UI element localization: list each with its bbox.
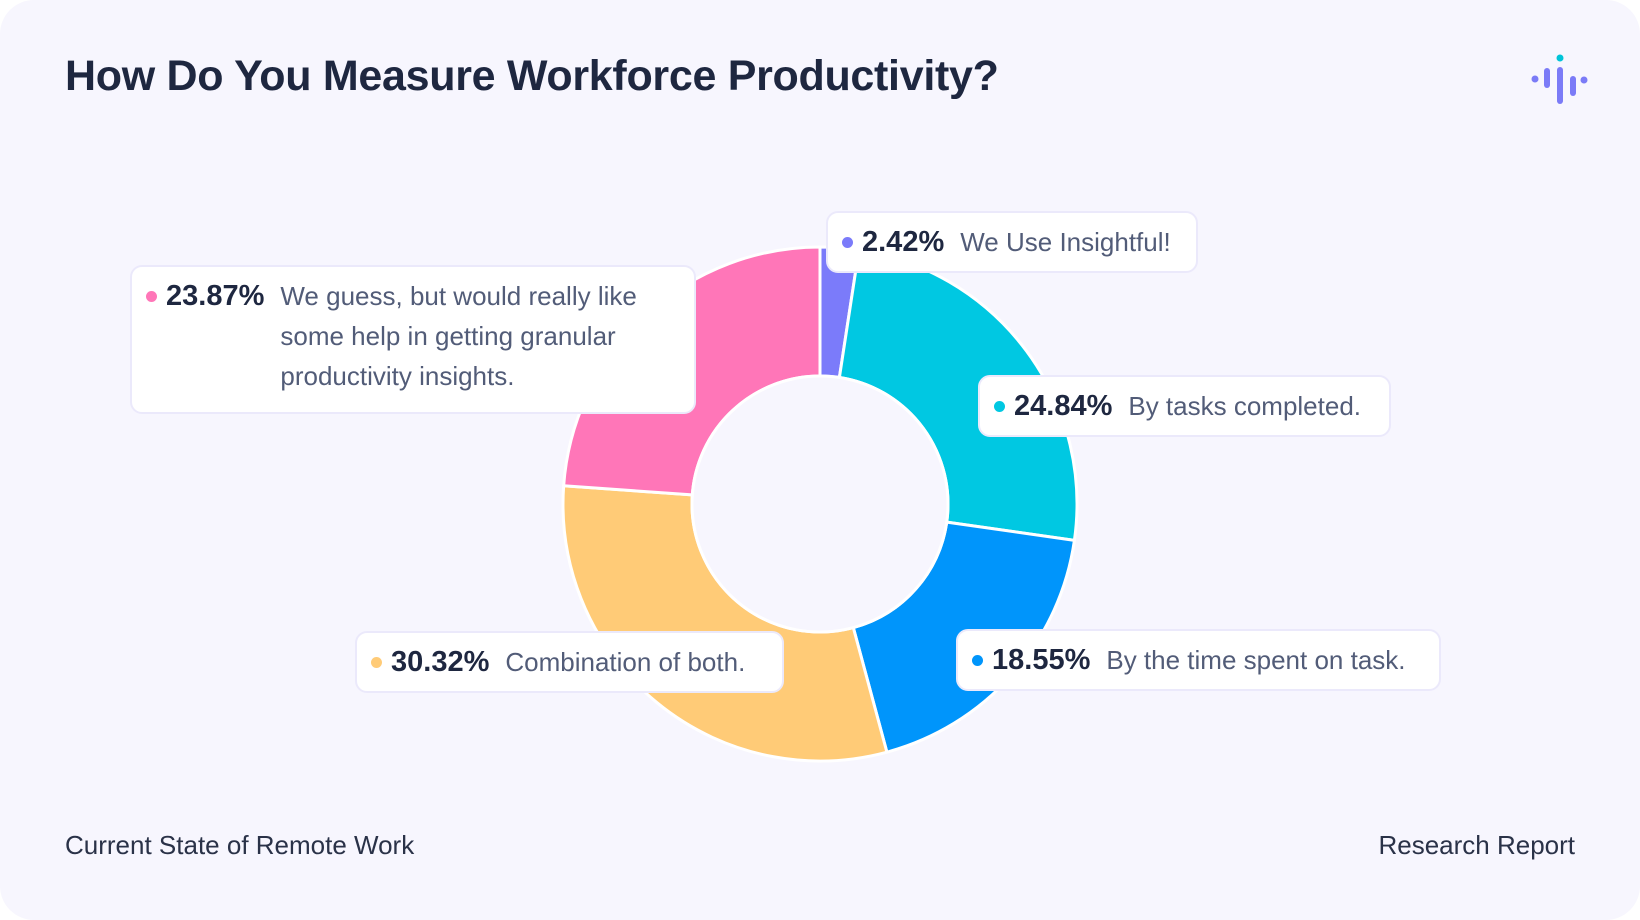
slice-percent: 23.87% bbox=[166, 280, 265, 312]
slice-description: We Use Insightful! bbox=[960, 227, 1171, 257]
slice-label-time-spent: 18.55% By the time spent on task. bbox=[956, 629, 1441, 691]
slice-percent: 24.84% bbox=[1014, 390, 1113, 422]
footer-report-series: Current State of Remote Work bbox=[65, 830, 415, 860]
slice-description: By the time spent on task. bbox=[1106, 645, 1406, 675]
donut-hole bbox=[690, 374, 950, 634]
slice-description: We guess, but would really like some hel… bbox=[280, 281, 637, 391]
legend-dot bbox=[371, 657, 382, 668]
legend-dot bbox=[146, 291, 157, 302]
legend-dot bbox=[972, 655, 983, 666]
chart-title: How Do You Measure Workforce Productivit… bbox=[65, 52, 999, 100]
slice-label-we-guess: 23.87% We guess, but would really like s… bbox=[130, 265, 696, 414]
slice-percent: 30.32% bbox=[391, 646, 490, 678]
soundwave-logo-icon bbox=[1531, 54, 1588, 104]
legend-dot bbox=[994, 401, 1005, 412]
slice-label-tasks-completed: 24.84% By tasks completed. bbox=[978, 375, 1391, 437]
slice-label-combination: 30.32% Combination of both. bbox=[355, 631, 784, 693]
slice-label-insightful: 2.42% We Use Insightful! bbox=[826, 211, 1198, 273]
slice-description: By tasks completed. bbox=[1128, 391, 1362, 421]
slice-percent: 18.55% bbox=[992, 644, 1091, 676]
slice-description: Combination of both. bbox=[505, 647, 746, 677]
slice-percent: 2.42% bbox=[862, 226, 945, 258]
footer-report-type: Research Report bbox=[1378, 830, 1575, 860]
legend-dot bbox=[842, 237, 853, 248]
